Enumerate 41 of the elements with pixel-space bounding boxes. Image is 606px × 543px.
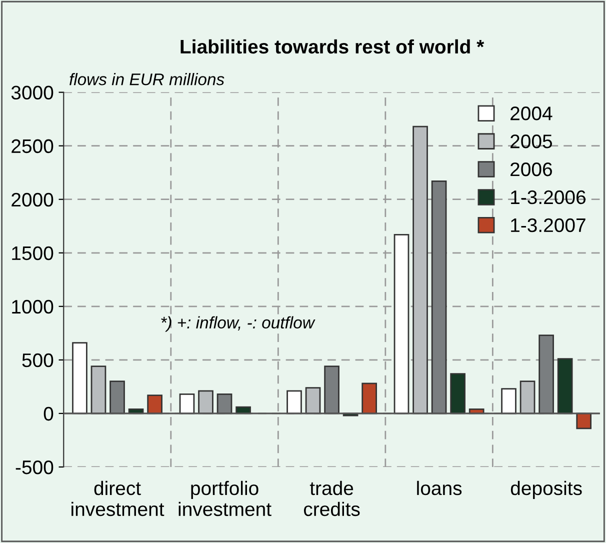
- legend-label: 2004: [510, 106, 552, 120]
- y-tick-label: -500: [16, 460, 54, 474]
- x-tick-label: trade credits: [304, 480, 360, 516]
- bar: [90, 366, 106, 414]
- bar: [147, 394, 162, 414]
- legend-label: 1-3.2007: [511, 218, 586, 232]
- y-tick-label: 1000: [12, 300, 54, 314]
- bar: [431, 180, 447, 414]
- x-tick-label: loans: [417, 480, 462, 496]
- bar: [538, 334, 554, 414]
- bar: [110, 380, 125, 414]
- bar: [198, 390, 214, 414]
- bar: [362, 382, 377, 414]
- x-tick-label: deposits: [510, 480, 582, 499]
- x-tick-label: portfolio investment: [178, 480, 272, 516]
- y-tick-label: 500: [22, 353, 54, 368]
- bar: [450, 373, 466, 414]
- bar: [412, 126, 428, 414]
- bar: [305, 387, 321, 414]
- bar: [557, 358, 573, 414]
- chart-title: Liabilities towards rest of world *: [180, 39, 484, 54]
- legend-label: 1-3.2006: [511, 190, 586, 204]
- legend-label: 2005: [510, 134, 552, 148]
- y-tick-label: 2500: [12, 139, 54, 154]
- bar: [520, 380, 536, 414]
- bar: [286, 390, 302, 414]
- bar: [179, 393, 195, 414]
- y-tick-label: 3000: [11, 86, 54, 100]
- legend-label: 2006: [510, 162, 552, 176]
- bar: [324, 366, 340, 414]
- annotation: *) +: inflow, -: outflow: [161, 316, 316, 332]
- bar: [501, 388, 516, 414]
- bar: [576, 412, 592, 430]
- bar: [216, 393, 232, 414]
- y-tick-label: 2000: [12, 192, 54, 207]
- bar: [394, 234, 410, 414]
- y-tick-label: 0: [44, 406, 54, 421]
- bar: [72, 342, 88, 414]
- y-tick-label: 1500: [12, 246, 54, 260]
- y-axis-title: flows in EUR millions: [70, 73, 224, 86]
- x-tick-label: direct investment: [72, 480, 164, 516]
